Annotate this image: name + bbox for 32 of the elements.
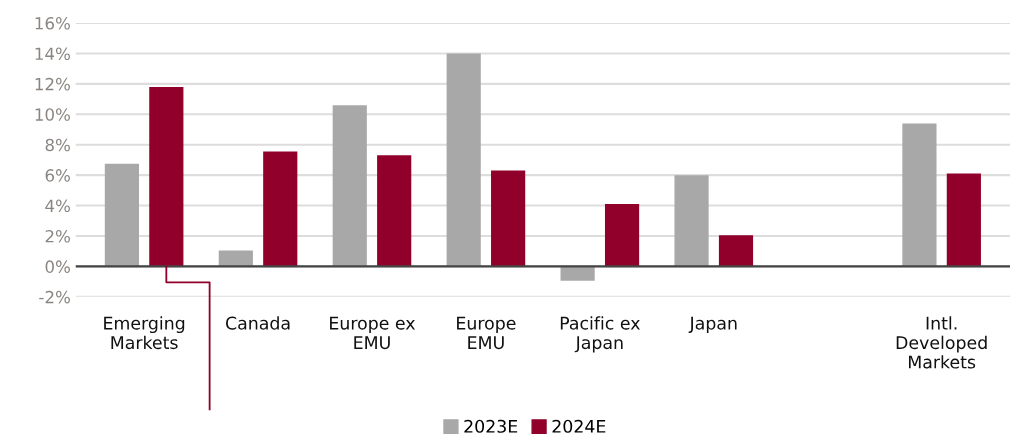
bar xyxy=(674,175,709,267)
bar xyxy=(560,266,595,281)
bar xyxy=(718,235,754,267)
bar xyxy=(263,151,298,267)
y-tick-label: 0% xyxy=(45,260,70,273)
legend-label: 2024E xyxy=(552,419,606,433)
y-tick-label: -2% xyxy=(39,290,70,304)
x-tick-label: Emerging Markets xyxy=(104,316,185,350)
bar xyxy=(218,250,253,267)
y-tick-label: 10% xyxy=(35,108,70,121)
y-tick-label: 2% xyxy=(45,229,70,243)
x-tick-label: Japan xyxy=(688,316,737,334)
y-tick-label: 4% xyxy=(45,199,70,213)
y-tick-label: 14% xyxy=(35,47,70,61)
y-tick-label: 16% xyxy=(35,17,70,30)
bar xyxy=(446,53,481,267)
legend-label: 2023E xyxy=(464,419,518,433)
bar xyxy=(104,163,139,267)
x-tick-label: Europe EMU xyxy=(457,316,516,350)
bar xyxy=(491,170,526,267)
bar xyxy=(902,123,937,267)
x-tick-label: Europe ex EMU xyxy=(330,316,416,350)
bar xyxy=(604,204,640,267)
bar xyxy=(332,105,367,267)
x-tick-label: Canada xyxy=(225,316,290,330)
y-tick-label: 6% xyxy=(45,169,70,182)
bar xyxy=(377,155,412,267)
bar xyxy=(946,173,981,267)
x-tick-label: Pacific ex Japan xyxy=(560,316,640,353)
x-tick-label: Intl. Developed Markets xyxy=(896,316,987,369)
y-tick-label: 8% xyxy=(45,138,70,152)
y-tick-label: 12% xyxy=(35,77,70,91)
